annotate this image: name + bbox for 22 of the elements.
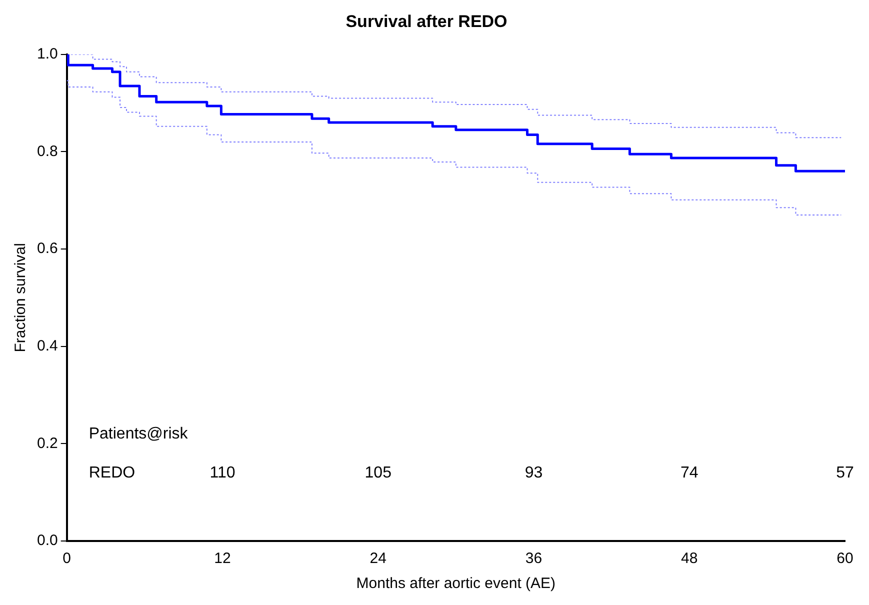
annotation: REDO (88, 464, 136, 482)
x-tick-label: 12 (214, 550, 231, 568)
y-tick-label: 1.0 (36, 46, 58, 63)
annotation: 57 (836, 464, 854, 482)
y-tick-label: 0.4 (36, 338, 58, 354)
annotation: 93 (524, 464, 543, 482)
x-tick-label: 24 (370, 550, 386, 568)
y-tick-label: 0.0 (36, 532, 58, 550)
chart-title: Survival after REDO (346, 12, 508, 31)
x-tick-label: 0 (62, 550, 72, 568)
x-tick-label: 48 (681, 550, 698, 568)
x-tick-label: 60 (836, 550, 854, 568)
x-tick-label: 36 (525, 550, 542, 568)
x-axis-title: Months after aortic event (AE) (356, 575, 556, 592)
y-tick-label: 0.8 (36, 142, 58, 160)
y-axis-title: Fraction survival (12, 243, 30, 352)
annotation: 105 (364, 464, 392, 482)
y-tick-label: 0.2 (36, 434, 58, 452)
annotation: 74 (680, 464, 698, 482)
annotation: 110 (210, 464, 236, 482)
y-tick-label: 0.6 (36, 240, 58, 258)
annotation: Patients@risk (88, 425, 189, 442)
